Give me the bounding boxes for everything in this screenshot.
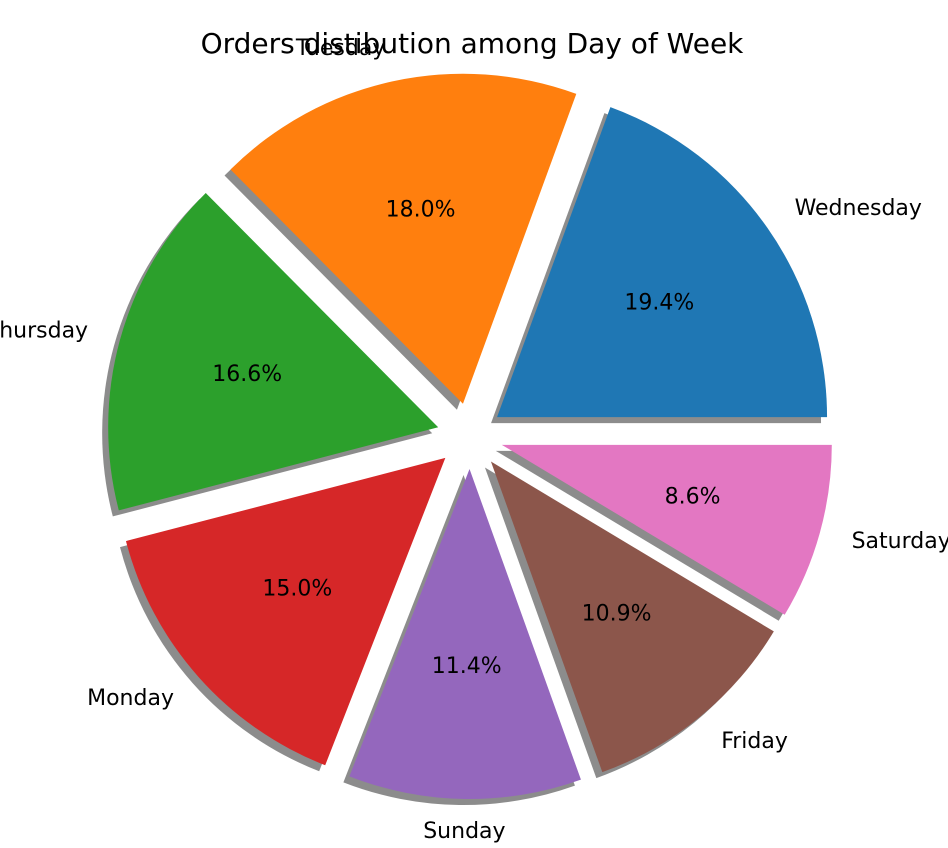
pie-slice-tuesday bbox=[230, 73, 577, 404]
slice-label-thursday: Thursday bbox=[0, 318, 88, 343]
slice-percent-friday: 10.9% bbox=[582, 602, 652, 627]
slice-label-friday: Friday bbox=[721, 729, 788, 754]
pie-slice-wednesday bbox=[497, 107, 828, 418]
slice-percent-monday: 15.0% bbox=[262, 576, 332, 601]
pie-slice-thursday bbox=[108, 193, 439, 511]
pie-slice-monday bbox=[125, 457, 446, 766]
slice-label-wednesday: Wednesday bbox=[795, 196, 922, 221]
pie-slice-saturday bbox=[501, 444, 832, 615]
slice-percent-sunday: 11.4% bbox=[432, 654, 502, 679]
slice-label-saturday: Saturday bbox=[852, 529, 948, 554]
slice-label-monday: Monday bbox=[87, 686, 174, 711]
slice-percent-thursday: 16.6% bbox=[212, 362, 282, 387]
label-layer: Wednesday 19.4% Tuesday 18.0% Thursday 16.6% M… bbox=[0, 36, 948, 844]
pie-slice-sunday bbox=[349, 468, 581, 799]
pie-slice-friday bbox=[490, 461, 774, 773]
slice-percent-saturday: 8.6% bbox=[665, 485, 721, 510]
chart-title: Orders distibution among Day of Week bbox=[201, 27, 745, 60]
slice-percent-wednesday: 19.4% bbox=[624, 291, 694, 316]
slice-layer bbox=[108, 73, 832, 799]
slice-label-sunday: Sunday bbox=[423, 819, 505, 844]
slice-percent-tuesday: 18.0% bbox=[386, 197, 456, 222]
slice-label-tuesday: Tuesday bbox=[295, 36, 386, 61]
